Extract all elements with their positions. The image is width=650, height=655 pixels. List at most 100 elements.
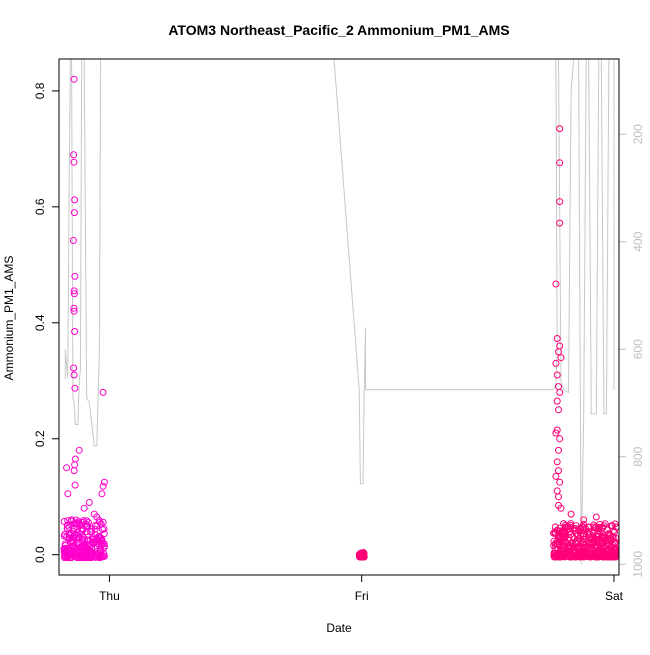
data-point <box>70 371 78 379</box>
data-point <box>610 546 618 554</box>
data-point <box>70 520 78 528</box>
data-point <box>84 541 92 548</box>
data-point <box>555 467 562 475</box>
data-point <box>61 542 69 550</box>
data-point <box>589 538 597 545</box>
data-point <box>71 481 79 489</box>
data-point <box>560 520 568 528</box>
data-point <box>591 544 599 552</box>
data-point <box>85 499 93 506</box>
data-point <box>571 548 579 556</box>
series-group <box>60 75 108 562</box>
y-axis-label: Ammonium_PM1_AMS <box>2 256 16 381</box>
data-point <box>75 446 83 454</box>
data-point <box>577 532 585 540</box>
data-point <box>70 539 78 547</box>
data-point <box>566 525 574 533</box>
data-point <box>70 75 78 83</box>
data-point <box>584 553 592 561</box>
data-point <box>91 525 99 533</box>
data-point <box>70 542 77 550</box>
data-point <box>358 553 366 561</box>
data-point <box>86 553 93 561</box>
y-tick-label: 0.2 <box>33 430 47 447</box>
data-point <box>71 545 79 553</box>
data-point <box>79 525 87 533</box>
series-group <box>355 549 368 561</box>
data-point <box>557 354 565 362</box>
data-point <box>611 528 618 536</box>
data-point <box>71 384 79 392</box>
data-point <box>552 280 560 288</box>
data-point <box>71 272 79 280</box>
data-point <box>70 158 78 166</box>
data-point <box>73 520 80 528</box>
y2-tick-label: 1000 <box>631 551 645 578</box>
data-point <box>99 388 107 396</box>
data-point <box>573 543 581 551</box>
data-point <box>78 552 85 560</box>
data-point <box>592 513 600 521</box>
data-point <box>99 482 107 490</box>
data-point <box>580 516 588 524</box>
data-point <box>556 478 564 486</box>
data-point <box>550 529 557 537</box>
data-point <box>82 520 90 528</box>
data-point <box>66 554 74 562</box>
data-point <box>557 541 565 549</box>
data-point <box>604 551 612 558</box>
data-point <box>70 151 78 159</box>
data-point <box>75 518 82 526</box>
scatter-points-layer <box>60 75 620 562</box>
data-point <box>566 553 574 561</box>
data-point <box>604 531 612 539</box>
data-point <box>566 551 574 558</box>
data-point <box>64 517 72 525</box>
data-point <box>98 490 106 498</box>
data-point <box>576 535 584 543</box>
x-axis-label: Date <box>326 621 352 635</box>
y2-tick-label: 600 <box>631 339 645 359</box>
data-point <box>572 522 580 530</box>
data-point <box>556 342 564 350</box>
data-point <box>70 304 78 312</box>
data-point <box>63 464 71 472</box>
y2-tick-label: 800 <box>631 446 645 466</box>
data-point <box>70 534 78 542</box>
data-point <box>556 198 564 206</box>
data-point <box>100 478 108 486</box>
data-point <box>74 539 82 547</box>
data-point <box>63 524 71 532</box>
data-point <box>553 458 561 466</box>
data-point <box>97 537 105 545</box>
y2-tick-label: 400 <box>631 231 645 251</box>
data-point <box>556 435 564 443</box>
data-point <box>95 553 103 561</box>
data-point <box>590 549 598 557</box>
data-point <box>71 196 79 204</box>
data-point <box>99 518 107 526</box>
data-point <box>553 335 561 342</box>
data-point <box>76 530 84 538</box>
data-point <box>84 522 92 530</box>
data-point <box>552 429 560 437</box>
data-point <box>572 540 580 548</box>
data-point <box>357 552 365 560</box>
plot-frame <box>58 58 620 576</box>
data-point <box>584 523 592 531</box>
data-point <box>582 541 590 549</box>
data-point <box>555 493 562 501</box>
x-tick-label: Thu <box>99 589 120 603</box>
data-point <box>91 521 99 529</box>
data-point <box>555 406 562 414</box>
data-point <box>557 546 565 554</box>
data-point <box>608 522 616 530</box>
data-point <box>556 125 564 133</box>
data-point <box>557 504 565 512</box>
data-point <box>559 527 567 535</box>
y-tick-label: 0.6 <box>33 198 47 215</box>
data-point <box>554 553 562 561</box>
data-point <box>601 520 609 528</box>
